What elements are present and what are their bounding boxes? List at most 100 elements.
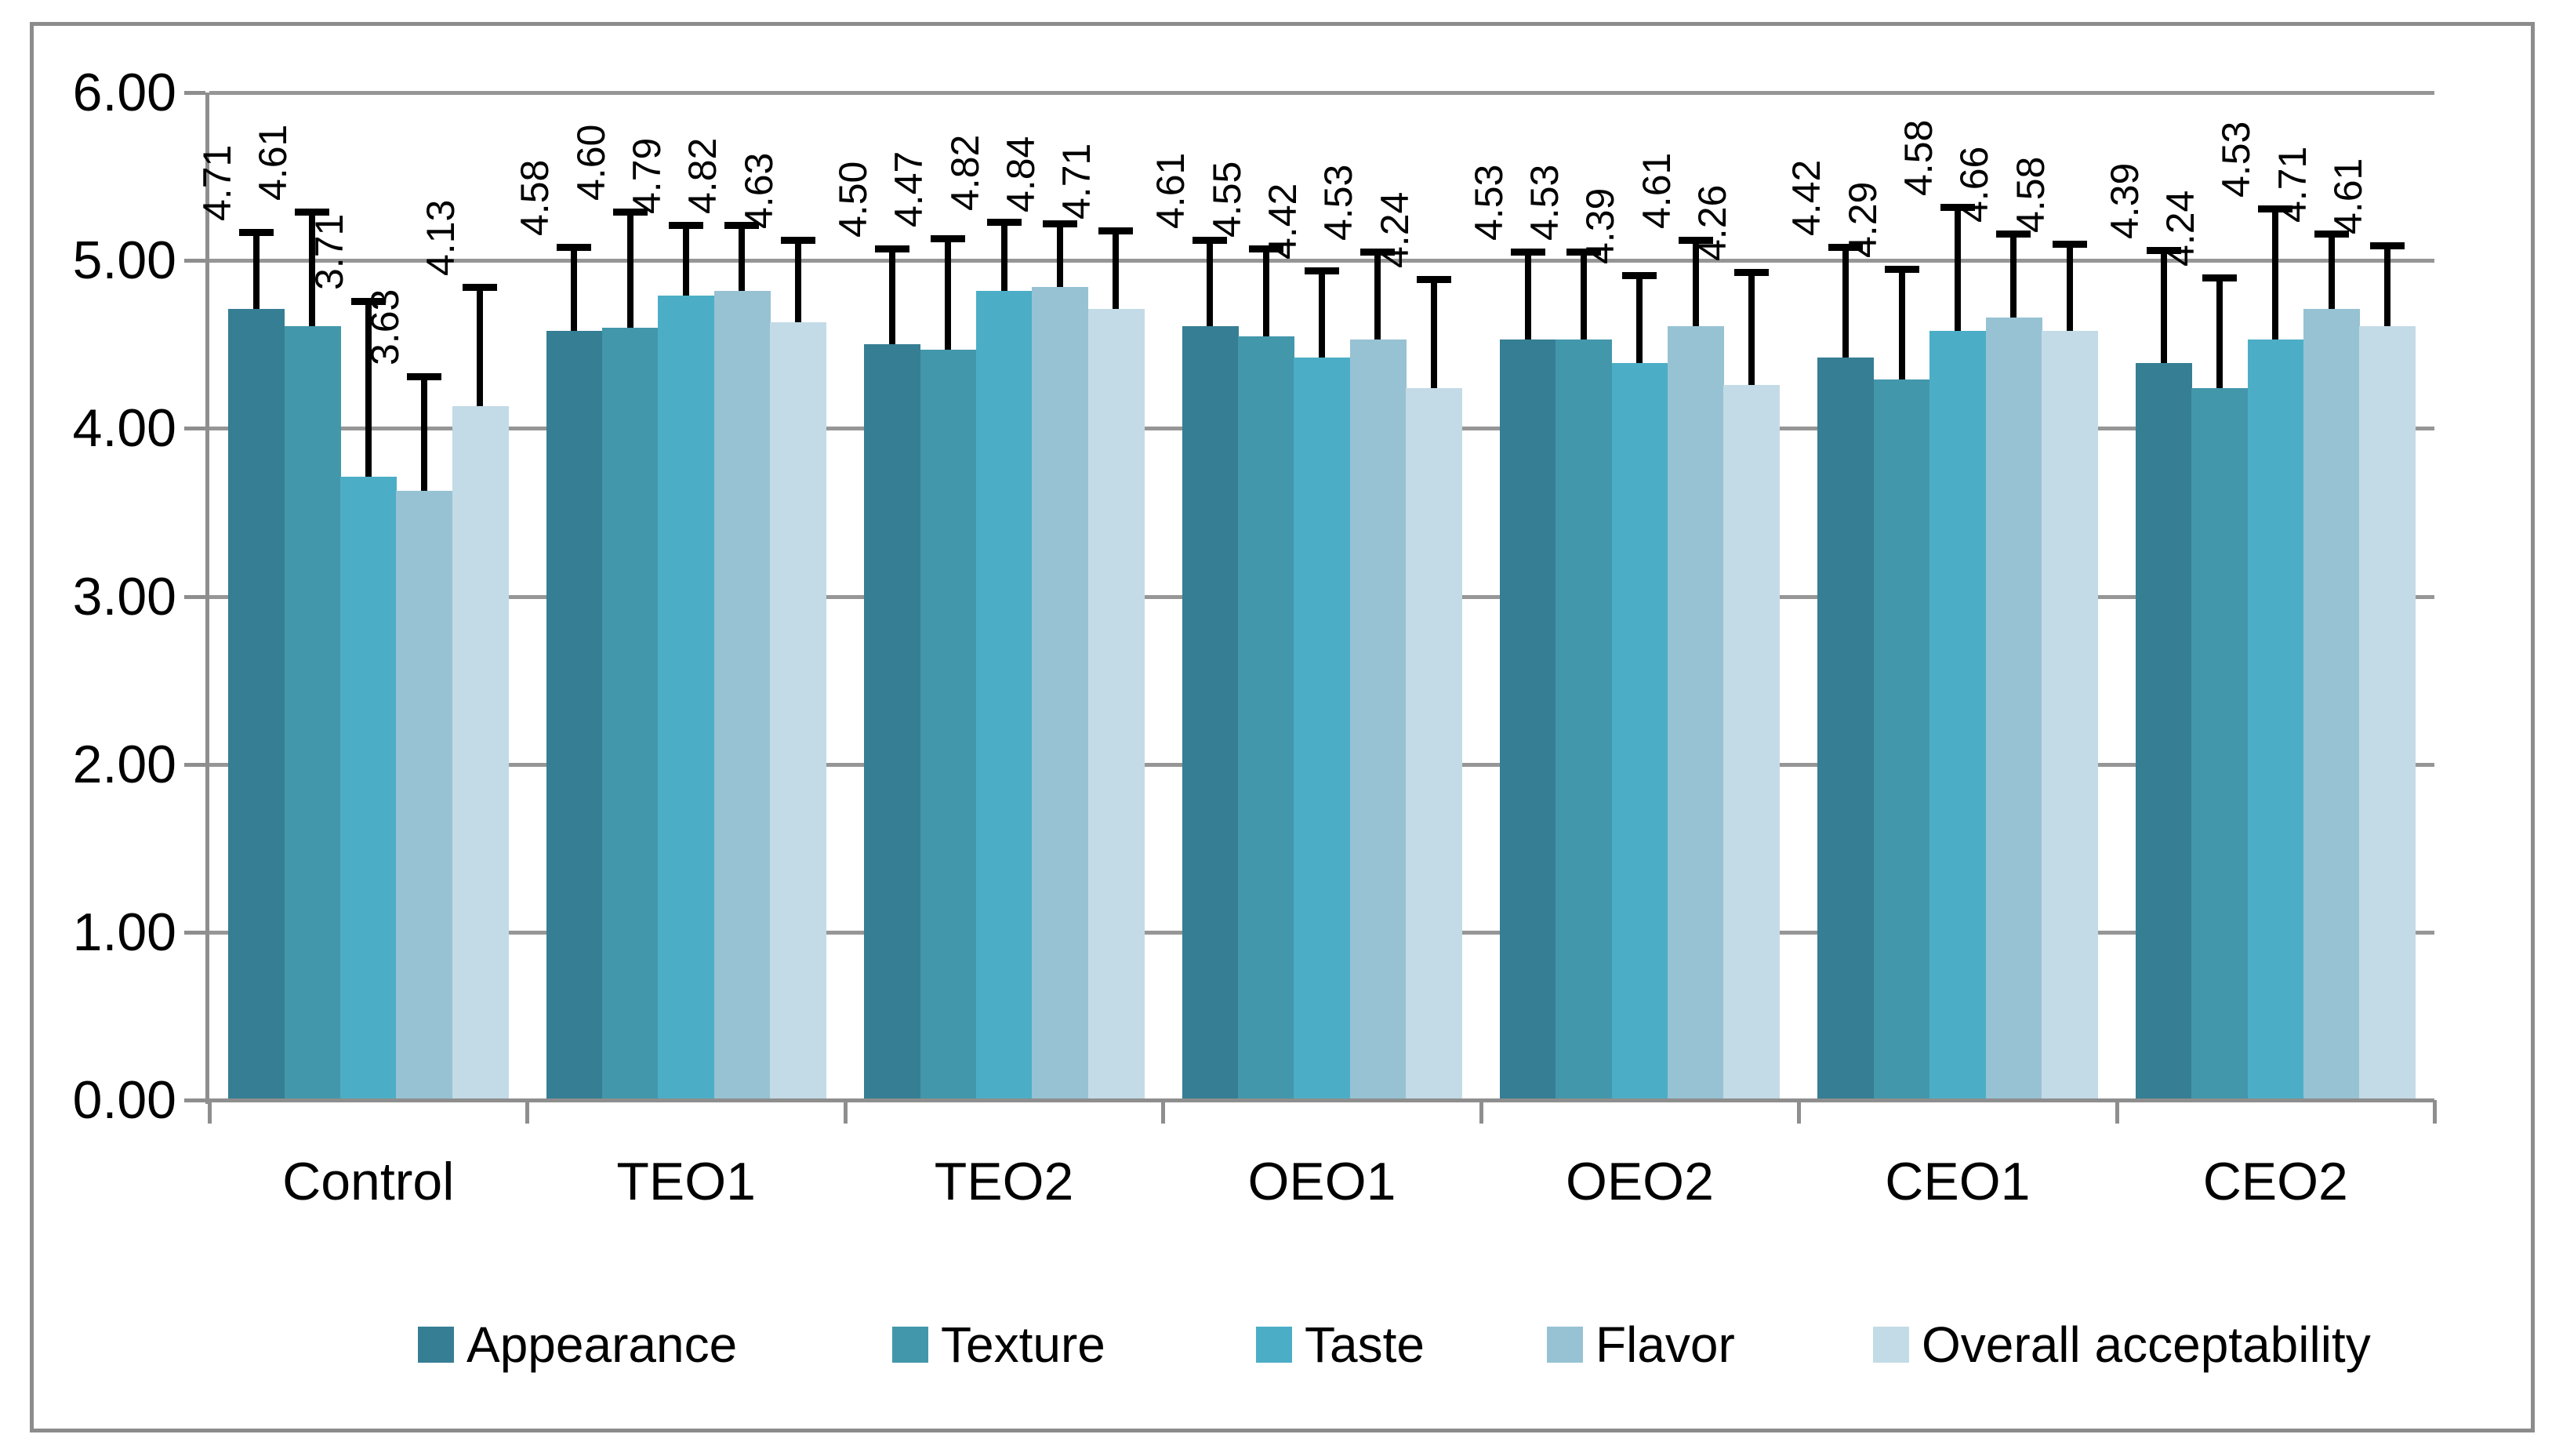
error-bar-cap xyxy=(350,297,386,305)
x-axis-tick xyxy=(2115,1100,2119,1124)
error-bar-line xyxy=(1581,252,1588,339)
error-bar-cap xyxy=(986,218,1022,226)
error-bar-line xyxy=(1524,252,1531,339)
legend-entry-flavor: Flavor xyxy=(1547,1317,1735,1372)
bar-oeo2-overall-acceptability xyxy=(1723,384,1781,1100)
legend-swatch-overall-acceptability xyxy=(1873,1327,1909,1363)
value-label: 4.61 xyxy=(251,124,296,202)
error-bar-line xyxy=(477,287,484,407)
bar-control-taste xyxy=(340,477,398,1100)
value-label: 4.50 xyxy=(830,161,875,238)
error-bar-cap xyxy=(931,235,966,243)
bar-ceo2-texture xyxy=(2191,387,2249,1100)
error-bar-cap xyxy=(1193,237,1228,245)
value-label: 4.13 xyxy=(419,200,463,277)
error-bar-cap xyxy=(1510,249,1545,256)
gridline xyxy=(209,259,2434,263)
error-bar-cap xyxy=(2146,247,2181,255)
error-bar-line xyxy=(571,247,578,332)
value-label: 4.39 xyxy=(1578,188,1623,265)
value-label: 4.84 xyxy=(998,136,1043,213)
bar-oeo1-appearance xyxy=(1182,325,1239,1100)
value-label: 3.71 xyxy=(307,213,351,290)
legend-entry-taste: Taste xyxy=(1256,1317,1425,1372)
bar-ceo1-texture xyxy=(1873,379,1930,1100)
value-label: 4.66 xyxy=(1952,146,1997,223)
error-bar-line xyxy=(945,238,952,350)
error-bar-line xyxy=(1748,272,1755,385)
value-label: 4.60 xyxy=(568,124,613,202)
error-bar-line xyxy=(1056,223,1063,288)
x-axis-line xyxy=(209,1098,2434,1102)
error-bar-line xyxy=(2328,233,2335,310)
value-label: 4.61 xyxy=(2325,158,2370,234)
bar-ceo2-overall-acceptability xyxy=(2359,325,2416,1100)
error-bar-line xyxy=(1842,247,1850,358)
x-axis-tick xyxy=(2433,1100,2437,1124)
y-axis-tick xyxy=(184,91,205,95)
value-label: 4.82 xyxy=(681,137,725,215)
error-bar-cap xyxy=(1940,203,1975,211)
bar-teo1-overall-acceptability xyxy=(770,322,827,1100)
bar-ceo1-flavor xyxy=(1985,317,2042,1100)
error-bar-line xyxy=(888,249,895,345)
legend-swatch-appearance xyxy=(418,1327,454,1363)
bar-oeo2-appearance xyxy=(1500,339,1557,1100)
value-label: 4.53 xyxy=(2214,121,2259,198)
category-label-oeo2: OEO2 xyxy=(1565,1152,1714,1211)
error-bar-line xyxy=(1430,278,1437,388)
error-bar-line xyxy=(1692,240,1699,326)
error-bar-cap xyxy=(669,222,704,230)
error-bar-line xyxy=(1636,275,1643,363)
error-bar-cap xyxy=(295,209,330,216)
value-label: 4.29 xyxy=(1840,181,1885,258)
value-label: 4.63 xyxy=(736,153,781,230)
bar-control-appearance xyxy=(228,309,285,1100)
bar-teo2-texture xyxy=(920,349,977,1100)
value-label: 4.71 xyxy=(195,144,239,221)
error-bar-line xyxy=(1000,221,1007,291)
y-axis-tick xyxy=(184,259,205,263)
category-label-control: Control xyxy=(282,1152,455,1211)
bar-control-flavor xyxy=(396,490,453,1100)
bar-teo1-texture xyxy=(602,327,659,1100)
x-axis-tick xyxy=(1479,1100,1483,1124)
error-bar-line xyxy=(1113,230,1120,310)
legend-entry-overall-acceptability: Overall acceptability xyxy=(1873,1317,2371,1372)
error-bar-cap xyxy=(1098,227,1134,234)
legend-entry-texture: Texture xyxy=(892,1317,1105,1372)
error-bar-line xyxy=(626,212,633,328)
error-bar-line xyxy=(1898,268,1905,380)
legend-label: Appearance xyxy=(466,1316,738,1373)
category-label-teo1: TEO1 xyxy=(616,1152,756,1211)
x-axis-tick xyxy=(1161,1100,1166,1124)
x-axis-tick xyxy=(843,1100,848,1124)
bar-teo1-appearance xyxy=(546,331,603,1100)
y-axis-tick xyxy=(184,762,205,767)
value-label: 4.53 xyxy=(1316,165,1361,241)
bar-teo2-overall-acceptability xyxy=(1087,309,1145,1100)
value-label: 3.63 xyxy=(363,289,408,365)
error-bar-cap xyxy=(780,237,815,245)
error-bar-cap xyxy=(239,228,274,236)
error-bar-cap xyxy=(1734,269,1770,277)
value-label: 4.58 xyxy=(2008,156,2053,233)
error-bar-line xyxy=(2216,277,2223,388)
error-bar-line xyxy=(2383,245,2390,326)
value-label: 4.42 xyxy=(1784,159,1829,237)
bar-ceo2-taste xyxy=(2247,339,2304,1100)
value-label: 4.26 xyxy=(1690,184,1735,262)
error-bar-line xyxy=(365,300,372,477)
x-axis-tick xyxy=(1797,1100,1802,1124)
error-bar-line xyxy=(1262,249,1269,336)
y-axis-tick xyxy=(184,594,205,599)
value-label: 4.55 xyxy=(1204,161,1249,238)
bar-oeo1-texture xyxy=(1237,336,1294,1100)
bar-oeo2-flavor xyxy=(1668,325,1725,1100)
bar-control-texture xyxy=(284,325,341,1100)
bar-oeo2-taste xyxy=(1611,362,1668,1100)
legend-swatch-flavor xyxy=(1547,1327,1583,1363)
error-bar-line xyxy=(683,225,690,296)
error-bar-line xyxy=(2010,233,2017,318)
